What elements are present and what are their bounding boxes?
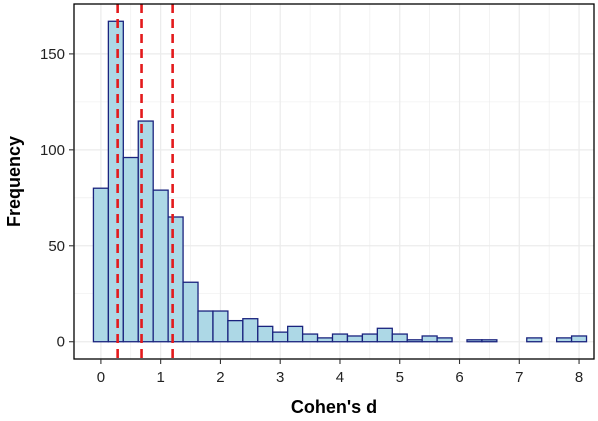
y-axis-ticks: 0 50 100 150 (40, 46, 74, 351)
x-tick-label: 0 (97, 369, 105, 386)
histogram-bar (301, 333, 319, 343)
histogram-bar (376, 327, 393, 343)
grid-layer (74, 4, 594, 359)
histogram-bar (316, 337, 334, 343)
histogram-bar (287, 325, 304, 343)
histogram-bar (107, 20, 124, 343)
x-tick-label: 2 (216, 369, 224, 386)
x-tick-label: 1 (156, 369, 164, 386)
histogram-bar (227, 319, 244, 343)
histogram-bar (242, 318, 259, 343)
x-axis-title: Cohen's d (291, 397, 377, 417)
histogram-bar (331, 333, 349, 343)
histogram-bar (182, 281, 199, 343)
histogram-bar (436, 337, 453, 343)
histogram-bar (346, 335, 364, 343)
x-tick-label: 7 (515, 369, 523, 386)
y-axis-title: Frequency (4, 136, 24, 227)
y-tick-label: 50 (48, 238, 65, 255)
histogram-bar (122, 156, 139, 343)
x-tick-label: 4 (336, 369, 344, 386)
histogram-bar (421, 335, 438, 343)
histogram-bar (361, 333, 378, 343)
histogram-bar (555, 337, 573, 343)
y-tick-label: 0 (57, 334, 65, 351)
histogram-bar (197, 310, 214, 343)
histogram-bar (212, 310, 229, 343)
x-tick-label: 8 (575, 369, 583, 386)
histogram-bar (391, 333, 408, 343)
x-tick-label: 5 (396, 369, 404, 386)
x-tick-label: 3 (276, 369, 284, 386)
histogram-bar (272, 331, 289, 343)
y-tick-label: 150 (40, 46, 65, 63)
histogram-bar (526, 337, 543, 343)
histogram-bar (92, 187, 110, 343)
histogram-bar (152, 189, 169, 343)
histogram-bar (570, 335, 588, 343)
plot-panel-border (73, 3, 595, 360)
histogram-bar (466, 339, 483, 343)
histogram-bar (481, 339, 498, 343)
y-tick-label: 100 (40, 142, 65, 159)
histogram-bar (257, 325, 274, 343)
x-tick-label: 6 (455, 369, 463, 386)
x-axis-ticks: 0 1 2 3 4 5 6 7 8 (97, 359, 583, 386)
histogram-bar (406, 339, 423, 343)
histogram-bar (167, 216, 184, 343)
